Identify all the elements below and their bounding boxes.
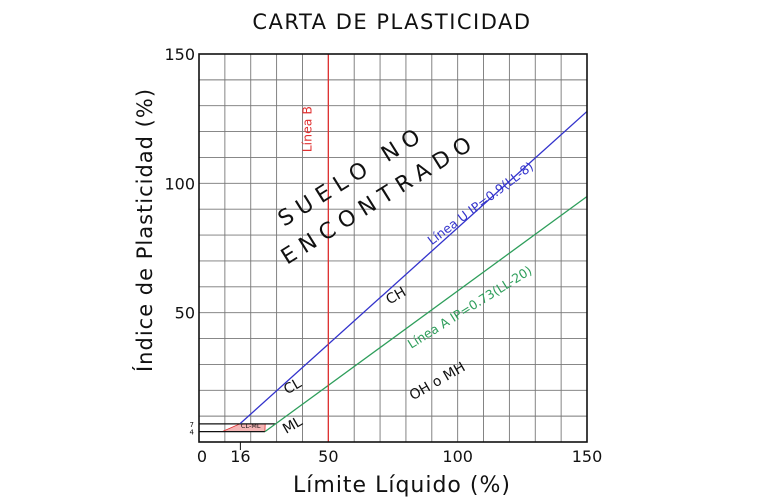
grid xyxy=(199,54,587,442)
y-tick-label: 7 xyxy=(190,421,194,429)
x-tick-labels: 0 16 50 100 150 xyxy=(197,442,602,466)
x-tick-label: 50 xyxy=(318,447,338,466)
zone-label: CH xyxy=(383,284,409,308)
plot-frame xyxy=(198,53,588,443)
y-tick-label: 150 xyxy=(164,45,195,64)
zone-label: CL xyxy=(281,375,304,398)
zone-label: OH o MH xyxy=(407,359,468,404)
x-axis-label: Límite Líquido (%) xyxy=(293,473,511,498)
zone-label: CL-ML xyxy=(241,422,261,430)
ip-reference-lines xyxy=(199,423,276,433)
x-tick-label: 16 xyxy=(230,447,250,466)
x-tick-label: 100 xyxy=(442,447,473,466)
series-line-1 xyxy=(264,196,588,433)
y-axis-label: Índice de Plasticidad (%) xyxy=(132,88,157,372)
series-lines xyxy=(239,54,588,442)
y-tick-labels: 47 50 100 150 xyxy=(164,45,195,437)
x-tick-label: 150 xyxy=(572,447,603,466)
y-tick-label: 4 xyxy=(190,429,195,437)
series-line-0 xyxy=(239,110,588,424)
chart-title: CARTA DE PLASTICIDAD xyxy=(252,10,531,34)
x-tick-label: 0 xyxy=(197,447,207,466)
y-tick-label: 100 xyxy=(164,174,195,193)
y-tick-label: 50 xyxy=(175,304,195,323)
line-label-2: Línea B xyxy=(300,106,315,152)
